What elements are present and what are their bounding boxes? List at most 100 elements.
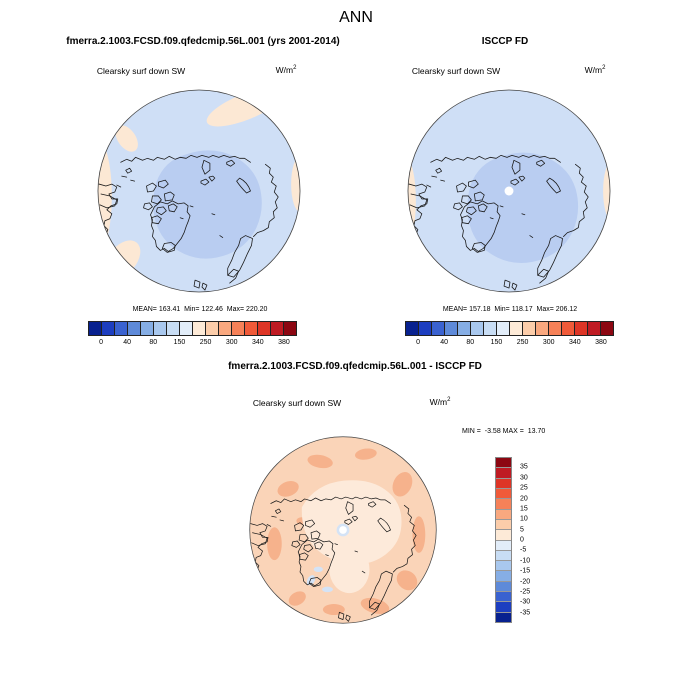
- colorbar-tick-label: -5: [520, 546, 527, 554]
- colorbar-tick-label: -35: [520, 609, 531, 617]
- diff-stats: MIN = -3.58 MAX = 13.70: [462, 428, 546, 435]
- colorbar-tick-label: 80: [466, 339, 475, 346]
- model-colorbar: [88, 321, 297, 336]
- colorbar-tick-label: -30: [520, 598, 531, 606]
- colorbar-segment: [588, 322, 600, 335]
- colorbar-tick-label: -25: [520, 588, 531, 596]
- colorbar-tick-label: 150: [490, 339, 503, 346]
- colorbar-tick-label: 340: [568, 339, 581, 346]
- colorbar-segment: [484, 322, 496, 335]
- colorbar-tick-label: 25: [520, 484, 528, 492]
- diff-field-label: Clearsky surf down SW: [252, 398, 342, 408]
- colorbar-segment: [271, 322, 283, 335]
- colorbar-tick-label: 5: [520, 526, 524, 534]
- obs-field-label: Clearsky surf down SW: [411, 66, 501, 76]
- colorbar-segment: [496, 509, 511, 519]
- colorbar-tick-label: -20: [520, 578, 531, 585]
- colorbar-segment: [284, 322, 296, 335]
- colorbar-tick-label: -15: [520, 567, 531, 575]
- colorbar-tick-label: 80: [149, 339, 158, 346]
- model-field-label: Clearsky surf down SW: [96, 66, 186, 76]
- colorbar-segment: [245, 322, 257, 335]
- diff-colorbar-labels: 35 30 25 20 15 10 5 0 -5 -10 -15 -20 -25 -30 -35: [520, 457, 544, 623]
- colorbar-segment: [167, 322, 179, 335]
- colorbar-tick-label: 10: [520, 515, 528, 523]
- colorbar-tick-label: 250: [516, 339, 529, 346]
- pole-missing-data-dot: [504, 186, 514, 196]
- colorbar-segment: [141, 322, 153, 335]
- colorbar-segment: [496, 468, 511, 478]
- colorbar-tick-label: 300: [542, 339, 555, 346]
- colorbar-tick-label: -10: [520, 557, 531, 565]
- diff-panel-header: fmerra.2.1003.FCSD.f09.qfedcmip.56L.001 …: [228, 361, 482, 372]
- colorbar-tick-label: 40: [440, 339, 449, 346]
- colorbar-segment: [496, 602, 511, 612]
- colorbar-tick-label: 15: [520, 505, 528, 513]
- diff-map: [249, 436, 437, 624]
- colorbar-segment: [471, 322, 483, 335]
- colorbar-tick-label: 380: [278, 339, 290, 346]
- colorbar-tick-label: 340: [251, 339, 264, 346]
- page-title: ANN: [339, 9, 373, 26]
- colorbar-segment: [496, 488, 511, 499]
- obs-colorbar: [405, 321, 614, 336]
- model-stats: MEAN= 163.41 Min= 122.46 Max= 220.20: [132, 306, 268, 313]
- colorbar-segment: [458, 322, 470, 335]
- colorbar-tick-label: 250: [199, 339, 212, 346]
- colorbar-segment: [562, 322, 574, 335]
- colorbar-segment: [496, 561, 511, 571]
- colorbar-segment: [154, 322, 166, 335]
- colorbar-segment: [432, 322, 444, 335]
- map-outline: [407, 89, 611, 293]
- colorbar-segment: [219, 322, 231, 335]
- colorbar-segment: [406, 322, 418, 335]
- colorbar-tick-label: 40: [123, 339, 132, 346]
- colorbar-tick-label: 380: [595, 339, 607, 346]
- obs-colorbar-labels: 0 40 80 150 250 300 340 380: [405, 339, 614, 349]
- model-units-label: W/m2: [275, 65, 297, 75]
- colorbar-tick-label: 0: [416, 339, 421, 346]
- colorbar-segment: [496, 540, 511, 550]
- colorbar-segment: [206, 322, 218, 335]
- colorbar-segment: [419, 322, 431, 335]
- colorbar-segment: [496, 592, 511, 602]
- colorbar-segment: [496, 458, 511, 468]
- colorbar-segment: [258, 322, 270, 335]
- colorbar-segment: [496, 550, 511, 561]
- colorbar-segment: [496, 612, 511, 622]
- colorbar-segment: [497, 322, 509, 335]
- colorbar-segment: [575, 322, 587, 335]
- model-panel-header: fmerra.2.1003.FCSD.f09.qfedcmip.56L.001 …: [66, 36, 340, 47]
- colorbar-segment: [445, 322, 457, 335]
- colorbar-tick-label: 150: [173, 339, 186, 346]
- diff-colorbar: [495, 457, 512, 623]
- map-outline: [249, 436, 437, 624]
- pole-missing-data-dot: [339, 526, 347, 534]
- colorbar-segment: [523, 322, 535, 335]
- obs-map: [407, 89, 611, 293]
- model-map: [97, 89, 301, 293]
- diff-units-label: W/m2: [429, 397, 451, 407]
- obs-units-label: W/m2: [584, 65, 606, 75]
- colorbar-segment: [89, 322, 101, 335]
- colorbar-segment: [510, 322, 522, 335]
- colorbar-segment: [496, 571, 511, 581]
- colorbar-segment: [601, 322, 613, 335]
- positive-diff-patches: [267, 448, 426, 616]
- colorbar-segment: [549, 322, 561, 335]
- colorbar-tick-label: 20: [520, 495, 528, 502]
- colorbar-tick-label: 300: [225, 339, 238, 346]
- colorbar-segment: [496, 581, 511, 592]
- colorbar-segment: [496, 530, 511, 540]
- colorbar-segment: [496, 519, 511, 530]
- colorbar-segment: [180, 322, 192, 335]
- obs-stats: MEAN= 157.18 Min= 118.17 Max= 206.12: [442, 306, 578, 313]
- map-outline: [97, 89, 301, 293]
- low-value-region: [467, 152, 579, 264]
- colorbar-tick-label: 30: [520, 474, 528, 482]
- model-colorbar-labels: 0 40 80 150 250 300 340 380: [88, 339, 297, 349]
- colorbar-tick-label: 0: [99, 339, 104, 346]
- colorbar-tick-label: 35: [520, 463, 528, 471]
- colorbar-segment: [496, 478, 511, 488]
